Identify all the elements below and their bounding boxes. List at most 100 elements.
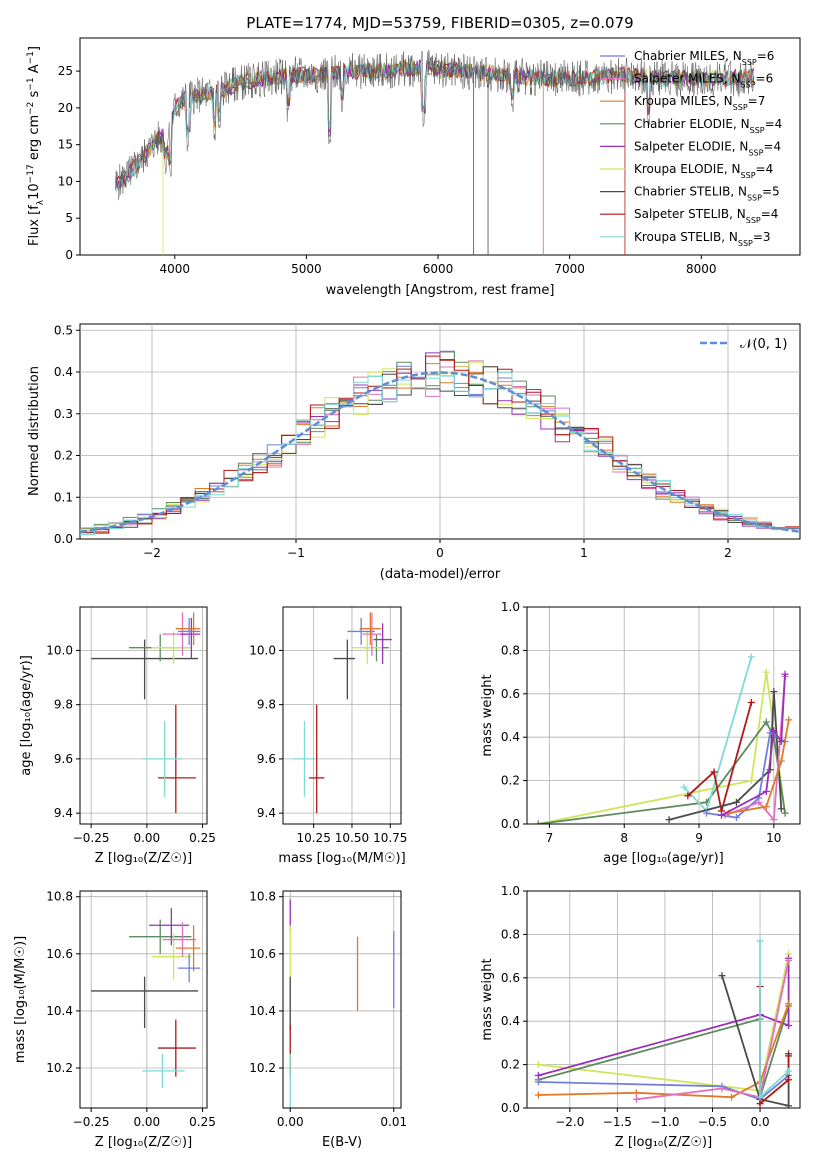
- legend-sub: SSP: [747, 193, 762, 202]
- panel-ytick-label: 10.6: [46, 947, 73, 961]
- panel-xtick-label: −1.5: [603, 1115, 632, 1129]
- panel-ylabel: mass weight: [480, 958, 495, 1040]
- panel-xlabel: Z [log₁₀(Z/Z☉)]: [615, 1135, 712, 1150]
- residuals-xtick-label: −2: [143, 546, 161, 560]
- legend-eq: =6: [757, 49, 775, 63]
- spectrum-ylabel-part: −2: [26, 102, 36, 115]
- gaussian-legend-label: 𝒩(0, 1): [740, 337, 787, 352]
- panel-ytick-label: 9.8: [257, 698, 276, 712]
- residuals-ytick-label: 0.2: [54, 449, 73, 463]
- panel-ylabel: mass [log₁₀(M/M☉)]: [13, 936, 28, 1063]
- legend-eq: =6: [756, 72, 774, 86]
- weight-line: [728, 719, 790, 814]
- spectrum-legend-label: Salpeter ELODIE, NSSP=4: [634, 139, 781, 157]
- legend-eq: =4: [763, 139, 781, 153]
- panel-content: [293, 612, 392, 814]
- panel-content: [534, 937, 793, 1108]
- panel-xtick-label: 10.25: [296, 831, 330, 845]
- panel-frame: [282, 606, 402, 825]
- spectrum-legend-label: Kroupa MILES, NSSP=7: [634, 94, 765, 112]
- legend-eq: =4: [761, 207, 779, 221]
- residuals-ytick-label: 0.3: [54, 407, 73, 421]
- spectrum-data-line: [115, 49, 754, 201]
- panel-xlabel: Z [log₁₀(Z/Z☉)]: [95, 851, 192, 866]
- gaussian-curve: [79, 371, 801, 533]
- panel-ytick-label: 0.4: [501, 1014, 520, 1028]
- panel-ytick-label: 0.8: [501, 927, 520, 941]
- spectrum-lines: [114, 49, 755, 255]
- spectrum-ylabel-part: s: [27, 90, 42, 101]
- legend-sub: SSP: [750, 125, 765, 134]
- residuals-xtick-label: 0: [436, 546, 444, 560]
- legend-sub: SSP: [741, 80, 756, 89]
- legend-name: Kroupa MILES, N: [634, 94, 733, 108]
- spectrum-xtick-label: 4000: [159, 262, 190, 276]
- spectrum-ylabel: Flux [fλ10−17 erg cm−2 s−1 A−1]: [26, 46, 46, 246]
- panel-ytick-label: 1.0: [501, 600, 520, 614]
- panel-ytick-label: 10.0: [249, 643, 276, 657]
- spectrum-ylabel-part: −1: [26, 51, 36, 64]
- spectrum-ylabel-part: λ: [36, 199, 46, 205]
- legend-name: Chabrier ELODIE, N: [634, 117, 750, 131]
- weight-vs-metallicity-panel: −2.0 −1.5 −1.0 −0.5 0.0 0.0 0.2 0.4 0.6 0.8 1.0 Z […: [480, 884, 801, 1150]
- panel-xtick-label: 10.75: [373, 831, 407, 845]
- legend-name: Chabrier MILES, N: [634, 49, 742, 63]
- panel-ylabel: age [log₁₀(age/yr)]: [19, 655, 34, 776]
- panel-ytick-label: 10.8: [46, 890, 73, 904]
- residuals-panel: −2 −1 0 1 2 0.0 0.1 0.2 0.3 0.4 0.5 𝒩(0, 1) (data-…: [27, 323, 801, 582]
- panel-xtick-label: 0.01: [380, 1115, 407, 1129]
- weight-line: [636, 960, 790, 1101]
- residuals-ylabel: Normed distribution: [27, 366, 42, 496]
- residuals-histogram: [80, 355, 800, 534]
- residuals-histogram: [80, 361, 800, 531]
- spectrum-series: [114, 49, 755, 255]
- panel-xtick-label: 10.50: [335, 831, 369, 845]
- panel-xtick-label: 0.25: [189, 831, 216, 845]
- panel-ytick-label: 9.6: [257, 752, 276, 766]
- panel-ytick-label: 0.8: [501, 643, 520, 657]
- panel-xtick-label: −0.25: [73, 831, 110, 845]
- spectrum-title: PLATE=1774, MJD=53759, FIBERID=0305, z=0…: [246, 14, 633, 32]
- spectrum-ylabel-part: −1: [26, 77, 36, 90]
- panel-xlabel: E(B-V): [322, 1135, 362, 1150]
- weight-line: [724, 676, 786, 822]
- residuals-xlabel: (data-model)/error: [380, 567, 501, 582]
- spectrum-ylabel-part: 10: [27, 183, 42, 200]
- mass-vs-ebv-panel: 0.00 0.01 10.2 10.4 10.6 10.8 E(B-V): [249, 890, 407, 1150]
- legend-sub: SSP: [738, 238, 753, 247]
- panel-ytick-label: 10.4: [249, 1004, 276, 1018]
- panel-content: [91, 908, 201, 1089]
- panel-frame: [526, 890, 801, 1109]
- age-vs-mass-panel: 10.25 10.50 10.75 9.4 9.6 9.8 10.0 mass [log₁₀(…: [249, 606, 407, 866]
- spectrum-ylabel-part: erg cm: [27, 115, 42, 164]
- panel-ytick-label: 9.4: [257, 806, 276, 820]
- spectrum-legend-label: Chabrier MILES, NSSP=6: [634, 49, 774, 67]
- legend-name: Chabrier STELIB, N: [634, 185, 747, 199]
- spectrum-ylabel-part: Flux [f: [27, 205, 42, 246]
- panel-frame: [526, 606, 801, 825]
- panel-ytick-label: 0.0: [501, 817, 520, 831]
- weight-vs-age-panel: 7 8 9 10 0.0 0.2 0.4 0.6 0.8 1.0 age [log₁₀(age/yr…: [480, 600, 801, 866]
- panel-xtick-label: 9: [695, 831, 703, 845]
- panel-xlabel: Z [log₁₀(Z/Z☉)]: [95, 1135, 192, 1150]
- panel-ytick-label: 0.2: [501, 774, 520, 788]
- weight-line: [687, 702, 753, 812]
- spectrum-legend-label: Kroupa STELIB, NSSP=3: [634, 230, 771, 248]
- panel-frame: [79, 606, 208, 825]
- legend-sub: SSP: [746, 216, 761, 225]
- spectrum-ylabel-part: −17: [26, 164, 36, 183]
- spectrum-xtick-label: 7000: [554, 262, 585, 276]
- legend-name: Kroupa STELIB, N: [634, 230, 738, 244]
- residuals-xtick-label: −1: [287, 546, 305, 560]
- panel-ytick-label: 10.8: [249, 890, 276, 904]
- legend-sub: SSP: [748, 148, 763, 157]
- legend-eq: =5: [762, 185, 780, 199]
- legend-name: Salpeter MILES, N: [634, 72, 741, 86]
- residuals-ytick-label: 0.1: [54, 490, 73, 504]
- spectrum-panel: PLATE=1774, MJD=53759, FIBERID=0305, z=0…: [26, 14, 801, 298]
- panel-ytick-label: 0.6: [501, 687, 520, 701]
- panel-xlabel: mass [log₁₀(M/M☉)]: [278, 851, 405, 866]
- legend-name: Kroupa ELODIE, N: [634, 162, 741, 176]
